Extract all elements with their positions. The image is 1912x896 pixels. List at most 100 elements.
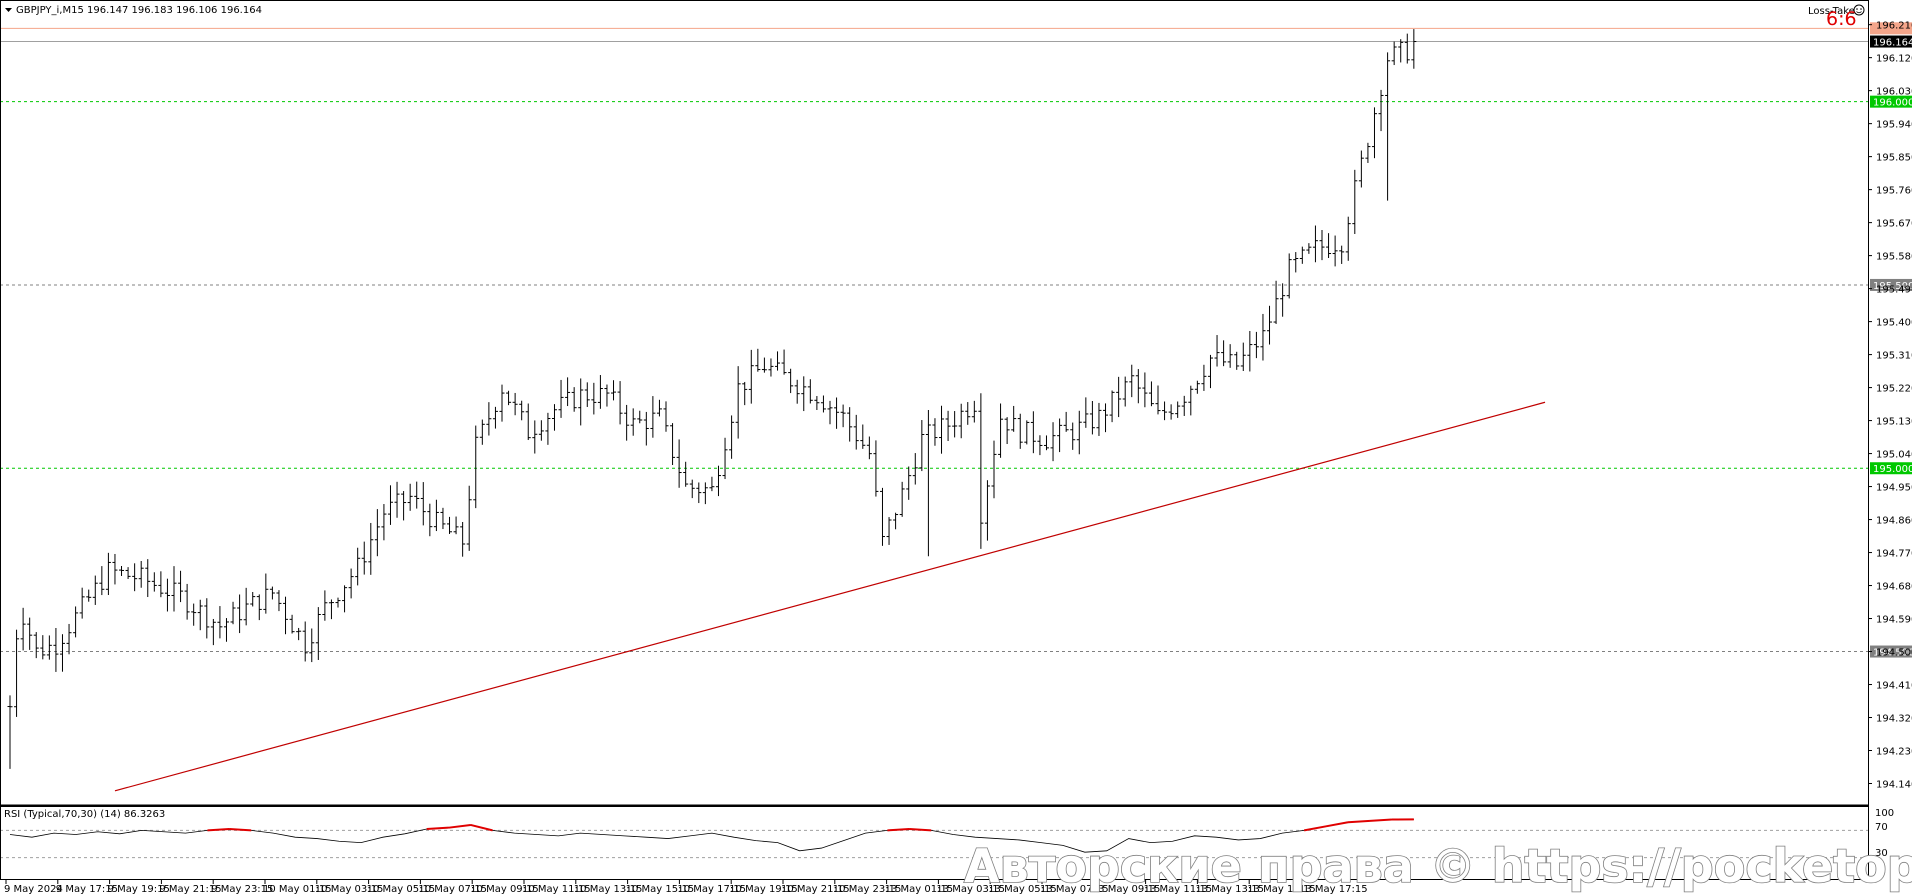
time-tick-label: 9 May 19:15 bbox=[108, 884, 170, 895]
price-tick-label: 195.040 bbox=[1876, 450, 1912, 461]
horizontal-levels: 196.000 195.500 195.000 194.500 196.164 bbox=[0, 22, 1912, 659]
ohlc-bar bbox=[20, 607, 26, 651]
level-price-label: 194.500 bbox=[1873, 648, 1912, 659]
ohlc-bar bbox=[401, 491, 407, 521]
collapse-triangle-icon[interactable] bbox=[5, 8, 12, 12]
ohlc-bar bbox=[1017, 413, 1023, 449]
ohlc-bar bbox=[387, 485, 393, 525]
ohlc-bar bbox=[105, 552, 111, 596]
trend-line[interactable] bbox=[114, 401, 1546, 792]
ohlc-bar bbox=[834, 397, 840, 429]
ohlc-bar bbox=[361, 541, 367, 575]
ohlc-bar bbox=[1306, 243, 1312, 254]
price-tick-label: 194.950 bbox=[1876, 483, 1912, 494]
ohlc-bar bbox=[1234, 351, 1240, 370]
ohlc-bar bbox=[335, 597, 341, 608]
stop-level-tag bbox=[1870, 22, 1912, 35]
ohlc-bar bbox=[440, 507, 446, 530]
rsi-overbought-segment bbox=[1303, 825, 1327, 832]
price-tick-label: 195.220 bbox=[1876, 384, 1912, 395]
ohlc-bar bbox=[715, 465, 721, 497]
ohlc-bar bbox=[794, 379, 800, 404]
price-tick-label: 195.670 bbox=[1876, 219, 1912, 230]
ohlc-bar bbox=[1129, 364, 1135, 398]
ohlc-bar bbox=[912, 453, 918, 485]
time-tick-label: 13 May 17:15 bbox=[1299, 884, 1368, 895]
ohlc-bar bbox=[243, 587, 249, 626]
ohlc-bar bbox=[775, 351, 781, 371]
ohlc-bar bbox=[1207, 354, 1213, 389]
ohlc-bar bbox=[604, 384, 610, 407]
time-tick-label: 13 May 07:15 bbox=[1040, 884, 1109, 895]
ohlc-bar bbox=[820, 395, 826, 413]
rsi-label: RSI (Typical,70,30) (14) 86.3263 bbox=[4, 809, 165, 820]
ohlc-bar bbox=[1194, 380, 1200, 394]
ohlc-bar bbox=[1385, 52, 1391, 201]
ohlc-bar bbox=[1135, 369, 1141, 404]
ohlc-bar bbox=[1037, 435, 1043, 456]
ohlc-bar bbox=[33, 632, 39, 659]
price-tick-label: 195.400 bbox=[1876, 318, 1912, 329]
price-tick-label: 194.680 bbox=[1876, 582, 1912, 593]
price-tick-label: 194.140 bbox=[1876, 780, 1912, 791]
current-price-label: 196.164 bbox=[1873, 38, 1912, 49]
ohlc-bar bbox=[1345, 216, 1351, 261]
current-price-tag bbox=[1870, 35, 1912, 48]
price-tick-label: 196.210 bbox=[1876, 21, 1912, 32]
ohlc-bar bbox=[407, 483, 413, 511]
ohlc-bar bbox=[27, 617, 33, 650]
ohlc-bar bbox=[1378, 89, 1384, 132]
price-tick-label: 196.120 bbox=[1876, 54, 1912, 65]
ohlc-bar bbox=[197, 599, 203, 631]
ohlc-bar bbox=[814, 396, 820, 411]
ohlc-bar bbox=[1109, 390, 1115, 423]
price-tick-label: 194.590 bbox=[1876, 615, 1912, 626]
ohlc-bar bbox=[1116, 376, 1122, 418]
ohlc-bar bbox=[191, 603, 197, 626]
price-tick-label: 196.030 bbox=[1876, 87, 1912, 98]
time-tick-label: 13 May 01:15 bbox=[885, 884, 954, 895]
rsi-pane bbox=[0, 818, 1868, 859]
ohlc-bar bbox=[1181, 395, 1187, 416]
ohlc-bar bbox=[1391, 41, 1397, 66]
ohlc-bar bbox=[860, 424, 866, 449]
ohlc-bar bbox=[532, 420, 538, 454]
price-tick-label: 195.940 bbox=[1876, 120, 1912, 131]
ohlc-bar bbox=[1240, 342, 1246, 372]
ohlc-bar bbox=[670, 423, 676, 466]
level-price-tag bbox=[1870, 645, 1912, 658]
ohlc-bar bbox=[663, 401, 669, 432]
ohlc-bar bbox=[683, 461, 689, 487]
ohlc-bar bbox=[1148, 381, 1154, 407]
price-tick-label: 195.580 bbox=[1876, 252, 1912, 263]
ohlc-bar bbox=[873, 440, 879, 497]
ohlc-bar bbox=[433, 499, 439, 532]
ohlc-bar bbox=[565, 377, 571, 407]
ohlc-bar bbox=[171, 566, 177, 612]
ohlc-bar bbox=[676, 439, 682, 488]
ohlc-bar bbox=[230, 601, 236, 625]
ohlc-bar bbox=[801, 376, 807, 412]
ohlc-bar bbox=[525, 403, 531, 441]
ohlc-bar bbox=[1398, 39, 1404, 63]
ohlc-bar bbox=[492, 406, 498, 429]
ohlc-bar bbox=[460, 521, 466, 557]
ohlc-bar bbox=[309, 628, 315, 663]
ohlc-bar bbox=[1312, 225, 1318, 263]
time-tick-label: 9 May 21:15 bbox=[159, 884, 221, 895]
ohlc-bar bbox=[768, 358, 774, 377]
ohlc-bar bbox=[1273, 280, 1279, 324]
ohlc-bar bbox=[545, 412, 551, 445]
time-tick-label: 10 May 23:15 bbox=[833, 884, 902, 895]
ohlc-bar bbox=[781, 349, 787, 375]
loss-take-label: Loss-Take bbox=[1808, 6, 1855, 17]
ohlc-bar bbox=[283, 596, 289, 635]
ohlc-bar bbox=[643, 411, 649, 446]
rsi-overbought-segment bbox=[1369, 818, 1392, 822]
time-tick-label: 10 May 09:15 bbox=[470, 884, 539, 895]
ohlc-bar bbox=[59, 634, 65, 672]
ohlc-bar bbox=[1188, 385, 1194, 416]
ohlc-bar bbox=[7, 695, 13, 769]
ohlc-bar bbox=[204, 598, 210, 639]
